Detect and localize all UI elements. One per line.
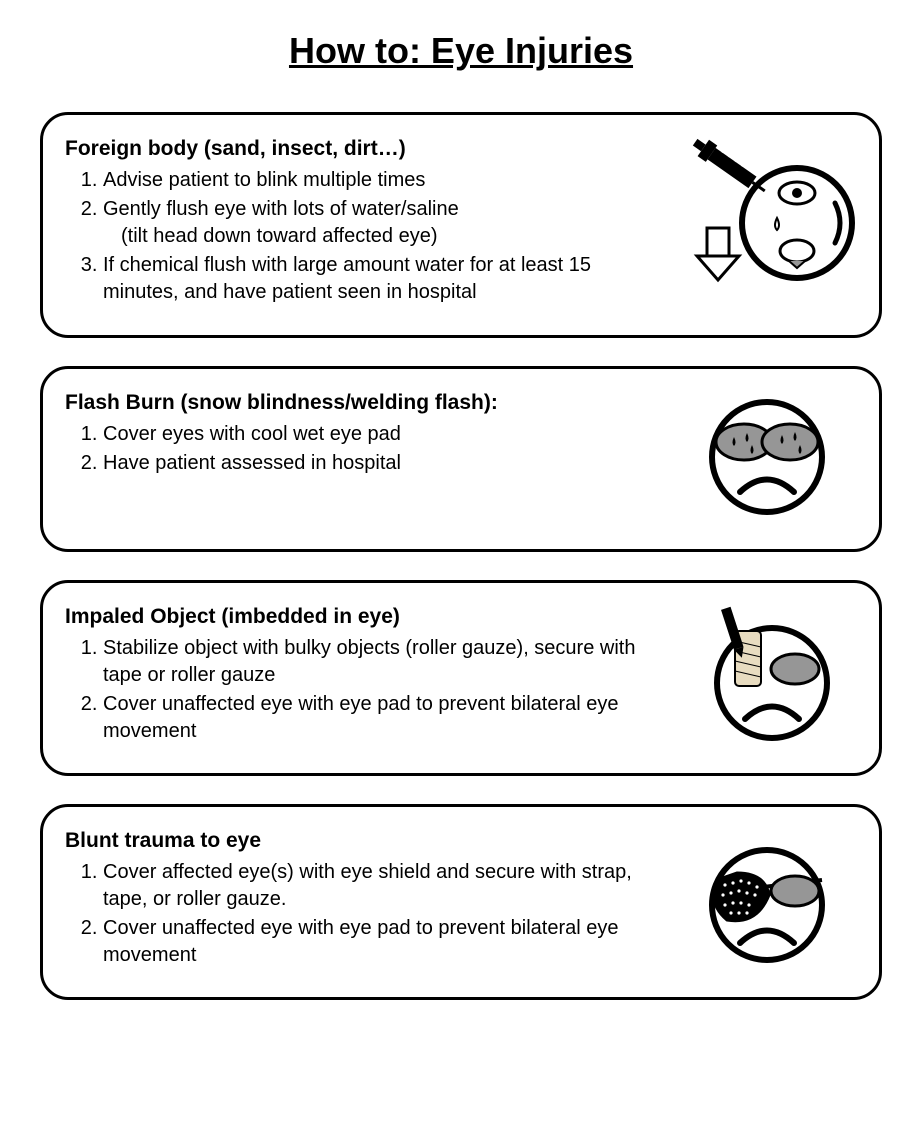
page-title: How to: Eye Injuries	[40, 30, 882, 72]
step: Have patient assessed in hospital	[103, 450, 667, 477]
card-steps: Stabilize object with bulky objects (rol…	[65, 635, 667, 745]
step: If chemical flush with large amount wate…	[103, 252, 667, 306]
card-text: Flash Burn (snow blindness/welding flash…	[65, 387, 667, 479]
card-heading: Impaled Object (imbedded in eye)	[65, 605, 667, 629]
wet-pads-face-icon	[677, 387, 857, 527]
card-steps: Advise patient to blink multiple times G…	[65, 167, 667, 306]
step: Gently flush eye with lots of water/sali…	[103, 196, 667, 250]
card-heading: Blunt trauma to eye	[65, 829, 667, 853]
card-steps: Cover eyes with cool wet eye pad Have pa…	[65, 421, 667, 477]
step: Cover eyes with cool wet eye pad	[103, 421, 667, 448]
card-heading: Foreign body (sand, insect, dirt…)	[65, 137, 667, 161]
card-impaled-object: Impaled Object (imbedded in eye) Stabili…	[40, 580, 882, 776]
step: Cover unaffected eye with eye pad to pre…	[103, 691, 667, 745]
card-text: Foreign body (sand, insect, dirt…) Advis…	[65, 133, 667, 308]
card-steps: Cover affected eye(s) with eye shield an…	[65, 859, 667, 969]
card-flash-burn: Flash Burn (snow blindness/welding flash…	[40, 366, 882, 552]
impaled-eye-face-icon	[677, 601, 857, 751]
card-foreign-body: Foreign body (sand, insect, dirt…) Advis…	[40, 112, 882, 338]
step: Cover affected eye(s) with eye shield an…	[103, 859, 667, 913]
eye-shield-face-icon	[677, 825, 857, 975]
card-text: Impaled Object (imbedded in eye) Stabili…	[65, 601, 667, 747]
step: Advise patient to blink multiple times	[103, 167, 667, 194]
step: Cover unaffected eye with eye pad to pre…	[103, 915, 667, 969]
flush-eye-icon	[677, 133, 857, 313]
step: Stabilize object with bulky objects (rol…	[103, 635, 667, 689]
card-heading: Flash Burn (snow blindness/welding flash…	[65, 391, 667, 415]
card-text: Blunt trauma to eye Cover affected eye(s…	[65, 825, 667, 971]
card-blunt-trauma: Blunt trauma to eye Cover affected eye(s…	[40, 804, 882, 1000]
